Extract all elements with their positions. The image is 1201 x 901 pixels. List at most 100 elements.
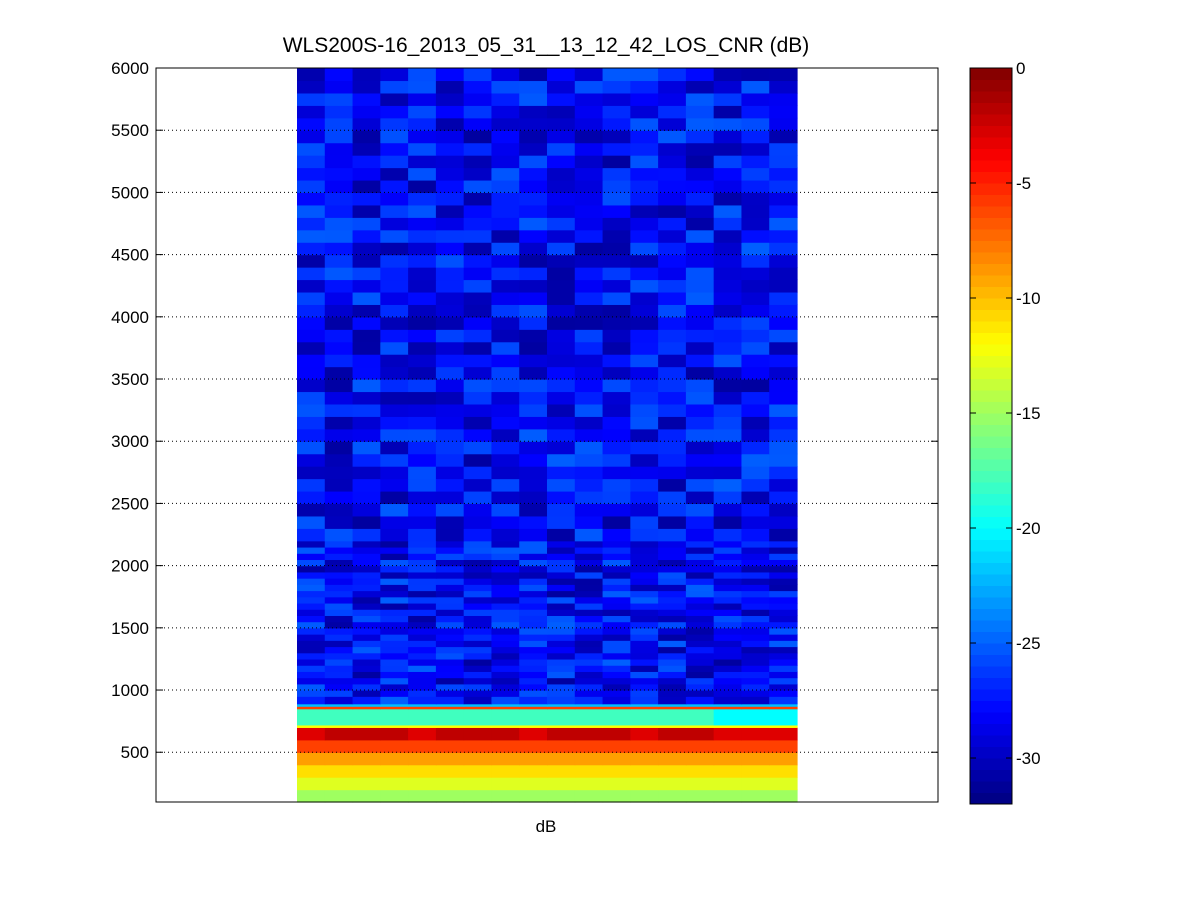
heatmap-cell	[741, 703, 770, 707]
heatmap-cell	[630, 416, 659, 430]
heatmap-cell	[491, 142, 520, 156]
heatmap-cell	[408, 671, 437, 679]
heatmap-cell	[769, 155, 798, 169]
y-tick-label: 4500	[111, 246, 149, 265]
colorbar-band	[970, 240, 1012, 253]
colorbar-band	[970, 447, 1012, 460]
heatmap-cell	[685, 92, 715, 106]
heatmap-cell	[324, 652, 354, 660]
heatmap-cell	[324, 254, 354, 268]
heatmap-cell	[408, 254, 437, 268]
heatmap-cell	[741, 68, 770, 82]
heatmap-cell	[574, 646, 604, 654]
heatmap-cell	[713, 192, 743, 206]
heatmap-cell	[435, 229, 465, 243]
heatmap-cell	[519, 379, 548, 393]
heatmap-cell	[463, 453, 493, 467]
heatmap-cell	[352, 683, 381, 691]
heatmap-cell	[547, 515, 576, 529]
heatmap-cell	[658, 142, 687, 156]
heatmap-cell	[324, 602, 354, 610]
heatmap-cell	[352, 665, 381, 672]
heatmap-cell	[463, 652, 493, 660]
heatmap-cell	[602, 105, 631, 119]
heatmap-cell	[769, 578, 798, 585]
heatmap-cell	[408, 167, 437, 181]
heatmap-cell	[435, 428, 465, 442]
heatmap-cell	[352, 727, 381, 741]
heatmap-cell	[491, 584, 520, 592]
heatmap-cell	[380, 640, 409, 648]
heatmap-cell	[408, 553, 437, 561]
heatmap-cell	[380, 683, 409, 691]
heatmap-cell	[769, 634, 798, 641]
heatmap-cell	[713, 254, 743, 268]
heatmap-cell	[741, 391, 770, 405]
heatmap-cell	[352, 155, 381, 169]
heatmap-cell	[574, 559, 604, 567]
heatmap-cell	[685, 229, 715, 243]
heatmap-cell	[741, 242, 770, 256]
heatmap-cell	[324, 565, 354, 573]
heatmap-cell	[491, 724, 520, 728]
heatmap-cell	[769, 366, 798, 380]
heatmap-cell	[658, 80, 687, 94]
heatmap-cell	[547, 559, 576, 567]
heatmap-cell	[574, 167, 604, 181]
heatmap-cell	[547, 546, 576, 554]
heatmap-cell	[547, 403, 576, 417]
heatmap-cell	[435, 602, 465, 610]
heatmap-cell	[769, 777, 798, 791]
heatmap-cell	[602, 764, 631, 778]
heatmap-cell	[380, 329, 409, 343]
heatmap-cell	[463, 724, 493, 728]
heatmap-cell	[491, 130, 520, 144]
heatmap-cell	[324, 596, 354, 604]
colorbar-band	[970, 160, 1012, 172]
heatmap-cell	[491, 503, 520, 517]
heatmap-cell	[435, 267, 465, 281]
heatmap-cell	[713, 466, 743, 480]
heatmap-cell	[380, 80, 409, 94]
heatmap-cell	[408, 590, 437, 598]
heatmap-cell	[297, 609, 326, 616]
heatmap-cell	[602, 416, 631, 430]
heatmap-cell	[297, 179, 326, 194]
heatmap-cell	[685, 540, 715, 548]
heatmap-cell	[435, 690, 465, 697]
heatmap-cell	[380, 316, 409, 330]
heatmap-cell	[297, 142, 326, 156]
heatmap-cell	[297, 167, 326, 181]
heatmap-cell	[380, 503, 409, 517]
heatmap-cell	[547, 590, 576, 598]
heatmap-cell	[685, 354, 715, 368]
heatmap-cell	[769, 142, 798, 156]
heatmap-cell	[630, 316, 659, 330]
heatmap-cell	[547, 416, 576, 430]
heatmap-cell	[602, 703, 631, 707]
heatmap-cell	[519, 192, 548, 206]
heatmap-cell	[630, 341, 659, 355]
heatmap-cell	[491, 683, 520, 691]
heatmap-cell	[547, 565, 576, 573]
heatmap-cell	[741, 571, 770, 579]
heatmap-cell	[630, 515, 659, 529]
heatmap-cell	[519, 609, 548, 616]
heatmap-cell	[574, 503, 604, 517]
heatmap-cell	[352, 453, 381, 467]
heatmap-cell	[324, 621, 354, 629]
heatmap-cell	[547, 708, 576, 726]
heatmap-cell	[547, 291, 576, 305]
heatmap-cell	[435, 615, 465, 623]
heatmap-cell	[658, 739, 687, 753]
heatmap-cell	[435, 192, 465, 206]
heatmap-cell	[491, 634, 520, 641]
heatmap-cell	[352, 179, 381, 194]
heatmap-cell	[352, 279, 381, 293]
heatmap-cell	[574, 677, 604, 685]
heatmap-cell	[408, 708, 437, 726]
heatmap-cell	[741, 677, 770, 685]
heatmap-cell	[519, 571, 548, 579]
heatmap-cell	[741, 167, 770, 181]
heatmap-cell	[463, 366, 493, 380]
